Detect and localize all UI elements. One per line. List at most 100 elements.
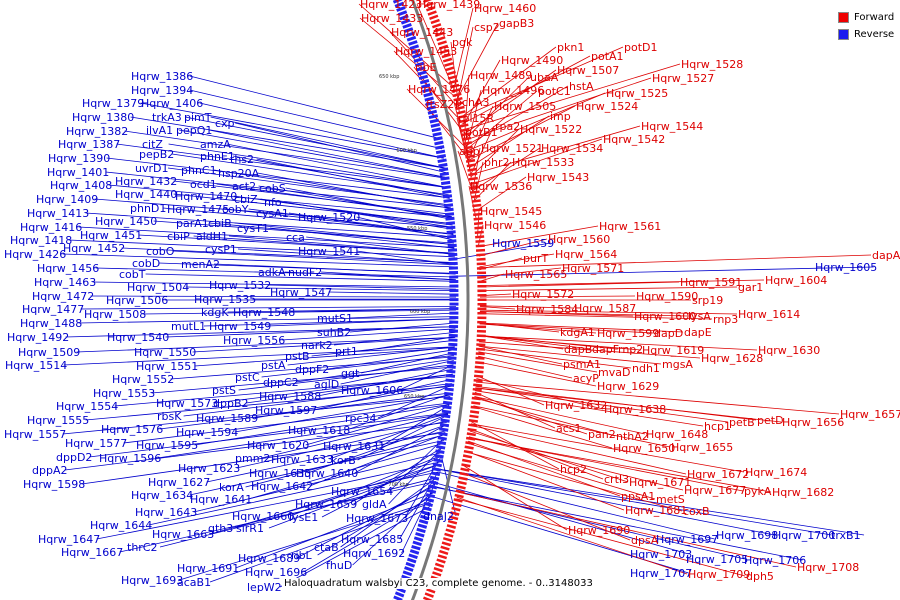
gene-label-kora: korA [219, 481, 244, 494]
gene-label-hqrw-1492: Hqrw_1492 [7, 331, 69, 344]
gene-label-hqrw-1463: Hqrw_1463 [34, 276, 96, 289]
leader-line-hqrw-1634 [189, 440, 445, 496]
gene-label-phnc1: phnC1 [181, 164, 217, 177]
gene-label-hqrw-1548: Hqrw_1548 [233, 306, 295, 319]
leader-line-hqrw-1548 [291, 308, 457, 313]
leader-line-dape [479, 322, 684, 333]
gene-label-ocd1: ocd1 [190, 178, 217, 191]
leader-line-ilva1 [178, 129, 447, 178]
leader-line-gapb3 [455, 22, 499, 101]
gene-label-hqrw-1426: Hqrw_1426 [4, 248, 66, 261]
gene-label-hqrw-1690: Hqrw_1690 [568, 524, 630, 537]
gene-label-hqrw-1595: Hqrw_1595 [136, 439, 198, 452]
gene-label-dppc2: dppC2 [263, 376, 299, 389]
gene-label-pgk: pgk [452, 36, 473, 49]
gene-label-hqrw-1591: Hqrw_1591 [680, 276, 742, 289]
leader-line-acab1 [209, 502, 431, 583]
gene-label-hqrw-1700: Hqrw_1700 [773, 529, 835, 542]
leader-line-suhb2 [349, 322, 456, 333]
leader-line-hqrw-1706 [434, 486, 803, 561]
gene-label-ntha2: nthA2 [616, 430, 649, 443]
gene-label-coxb: coxB [683, 505, 710, 518]
leader-line-hqrw-1618 [346, 393, 451, 431]
gene-label-hqrw-1509: Hqrw_1509 [18, 346, 80, 359]
gene-label-hqrw-1614: Hqrw_1614 [738, 308, 800, 321]
gene-label-hqrw-1598: Hqrw_1598 [23, 478, 85, 491]
gene-label-hqrw-1423: Hqrw_1423 [360, 0, 422, 11]
leader-line-hqrw-1642 [309, 433, 446, 487]
gene-label-cyst1: cysT1 [237, 222, 269, 235]
gene-label-hqrw-1521: Hqrw_1521 [481, 142, 543, 155]
leader-line-hqrw-1507 [463, 69, 557, 135]
gene-label-hqrw-1394: Hqrw_1394 [131, 84, 193, 97]
gene-label-hqrw-1673: Hqrw_1673 [346, 512, 408, 525]
leader-line-aldh1 [228, 235, 455, 255]
gene-label-dppd2: dppD2 [56, 451, 92, 464]
gene-label-agld: aglD [314, 378, 339, 391]
gene-label-hsta: hstA [569, 80, 594, 93]
gene-label-ths2: ths2 [230, 153, 254, 166]
leader-line-hqrw-1452 [121, 247, 456, 263]
leader-line-psma1 [478, 345, 563, 365]
leader-line-rpa2 [470, 125, 495, 175]
leader-line-hqrw-1390 [106, 157, 450, 199]
gene-label-hqrw-1691: Hqrw_1691 [177, 562, 239, 575]
gene-label-nudf2: nudF2 [288, 266, 322, 279]
leader-line-hqrw-1560 [478, 238, 548, 257]
gene-label-hqrw-1594: Hqrw_1594 [176, 426, 238, 439]
gene-label-hqrw-1496: Hqrw_1496 [482, 84, 544, 97]
leader-line-hqrw-1698 [438, 468, 775, 536]
gene-label-prt1: prt1 [335, 345, 358, 358]
gene-label-hqrw-1573: Hqrw_1573 [156, 397, 218, 410]
gene-label-nark2: nark2 [301, 339, 333, 352]
gene-label-hqrw-1642: Hqrw_1642 [251, 480, 313, 493]
gene-label-muts1: mutS1 [317, 312, 353, 325]
gene-label-hqrw-1663: Hqrw_1663 [152, 528, 214, 541]
gene-label-petb: petB [729, 416, 755, 429]
gene-label-dppa2: dppA2 [32, 464, 67, 477]
leader-line-hqrw-1619 [479, 335, 642, 351]
gene-label-act2: act2 [232, 180, 256, 193]
gene-label-hqrw-1564: Hqrw_1564 [555, 248, 617, 261]
gene-label-hqrw-1571: Hqrw_1571 [562, 262, 624, 275]
gene-label-hqrw-1508: Hqrw_1508 [84, 308, 146, 321]
gene-label-potb1: potB1 [465, 126, 498, 139]
leader-line-ntha2 [474, 397, 616, 437]
gene-label-hqrw-1697: Hqrw_1697 [656, 533, 718, 546]
gene-label-phr2: phr2 [484, 156, 509, 169]
legend: Forward Reverse [838, 9, 894, 43]
gene-label-hqrw-1489: Hqrw_1489 [470, 69, 532, 82]
legend-swatch-reverse [838, 29, 849, 40]
leader-line-pgk [450, 41, 460, 115]
gene-label-hqrw-1606: Hqrw_1606 [341, 384, 403, 397]
leader-line-hqrw-1488 [78, 316, 456, 324]
gene-label-phnd1: phnD1 [130, 202, 166, 215]
leader-line-hqrw-1550 [192, 337, 456, 353]
gene-label-hqrw-1604: Hqrw_1604 [765, 274, 827, 287]
gene-label-hqrw-1692: Hqrw_1692 [343, 547, 405, 560]
leader-line-hqrw-1597 [313, 378, 453, 411]
gene-label-hqrw-1534: Hqrw_1534 [541, 142, 603, 155]
leader-line-hqrw-1426 [62, 253, 456, 268]
gene-label-coby: cobY [222, 203, 249, 216]
gene-label-hqrw-1689: Hqrw_1689 [238, 552, 300, 565]
leader-line-pota1 [461, 55, 591, 125]
leader-line-hqrw-1681 [466, 450, 625, 511]
gene-label-hqrw-1555: Hqrw_1555 [27, 414, 89, 427]
gene-label-fhud: fhuD [326, 559, 352, 572]
gene-label-dpsa: dpsA [631, 534, 659, 547]
gene-label-hqrw-1682: Hqrw_1682 [772, 486, 834, 499]
leader-line-dppd2 [88, 412, 449, 458]
gene-label-citz: citZ [142, 138, 163, 151]
gene-label-pepb2: pepB2 [139, 148, 174, 161]
gene-label-mena2: menA2 [181, 258, 220, 271]
leader-line-cxp [235, 122, 447, 173]
gene-label-dppf2: dppF2 [295, 363, 329, 376]
leader-line-hqrw-1557 [62, 396, 451, 435]
gene-label-hqrw-1620: Hqrw_1620 [247, 439, 309, 452]
gene-label-pcha3: pchA3 [455, 96, 490, 109]
leader-line-mutl1 [203, 318, 456, 327]
leader-line-hqrw-1571 [479, 267, 562, 278]
leader-line-petb [475, 387, 729, 423]
